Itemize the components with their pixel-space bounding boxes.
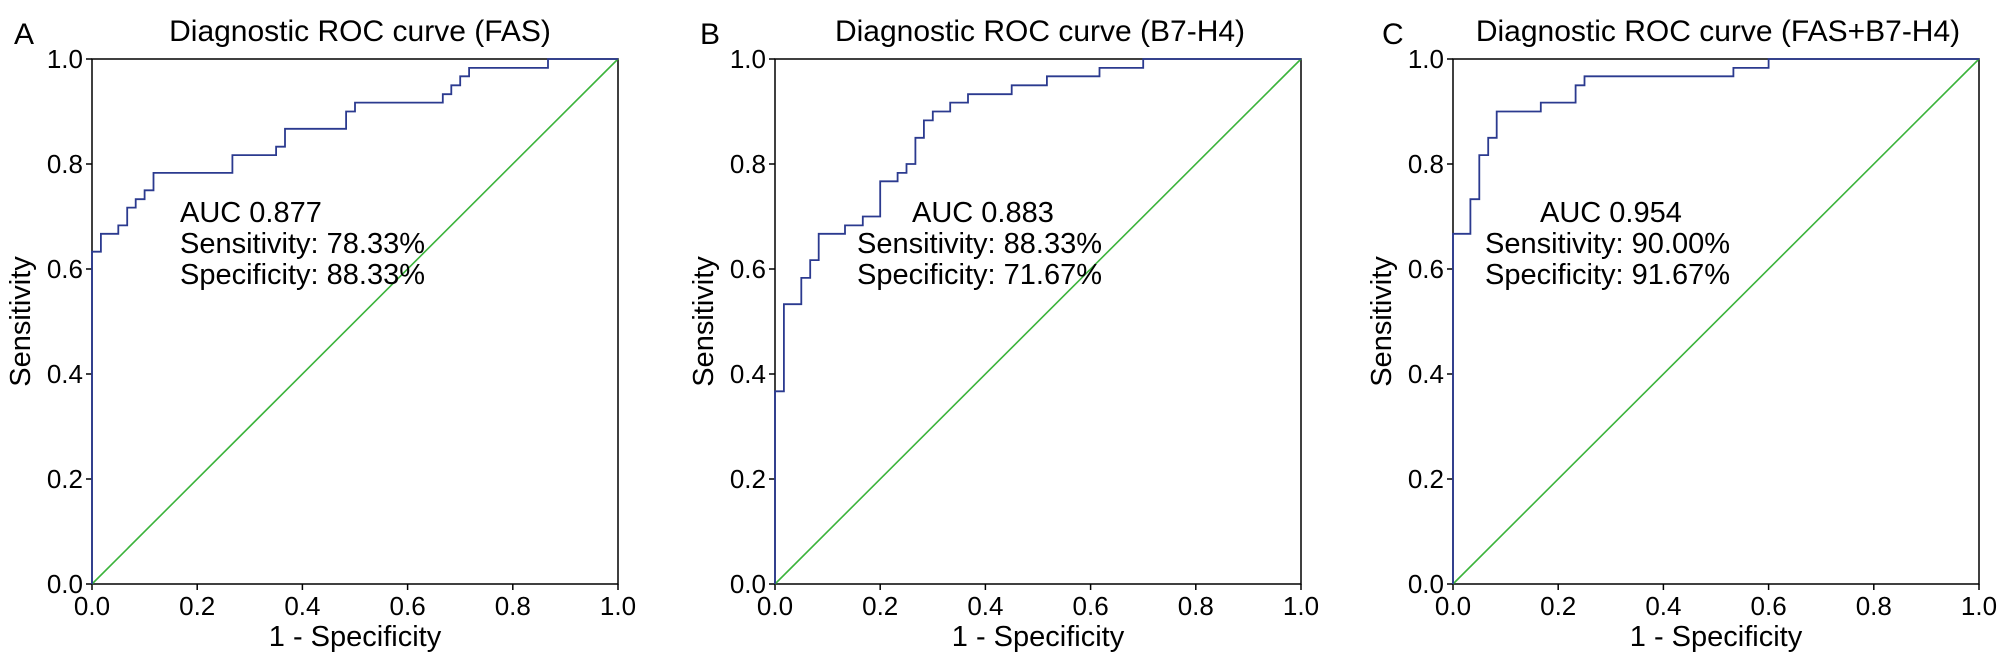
x-tick-label: 0.2 [179,591,215,621]
reference-diagonal-line [1452,58,1980,585]
chart-title: Diagnostic ROC curve (B7-H4) [835,15,1245,48]
roc-curve-line [91,58,618,584]
panel-letter: A [14,18,34,51]
y-tick-label: 0.0 [730,569,766,599]
y-tick-label: 0.8 [730,149,766,179]
x-tick-label: 0.6 [390,591,426,621]
y-tick-label: 1.0 [1408,44,1444,74]
x-tick-label: 0.4 [284,591,320,621]
x-tick-label: 0.4 [967,591,1003,621]
chart-title: Diagnostic ROC curve (FAS) [169,15,551,48]
x-tick-label: 0.6 [1073,591,1109,621]
x-tick-label: 1.0 [600,591,636,621]
y-tick-label: 0.4 [47,359,83,389]
sensitivity-annotation: Sensitivity: 90.00% [1485,228,1730,260]
x-tick-label: 0.2 [862,591,898,621]
plot-frame [774,58,1302,585]
x-axis-label: 1 - Specificity [1630,621,1803,653]
x-tick-label: 1.0 [1961,591,1997,621]
x-tick-label: 0.0 [757,591,793,621]
y-tick-label: 0.8 [1408,149,1444,179]
y-tick-label: 0.6 [47,254,83,284]
x-axis-label: 1 - Specificity [952,621,1125,653]
y-axis-label: Sensitivity [5,256,37,387]
x-tick-label: 0.8 [1178,591,1214,621]
y-tick-label: 0.0 [1408,569,1444,599]
y-tick-label: 0.6 [1408,254,1444,284]
x-tick-label: 0.6 [1751,591,1787,621]
x-tick-label: 0.8 [1856,591,1892,621]
y-axis-label: Sensitivity [1366,256,1398,387]
y-tick-label: 1.0 [730,44,766,74]
y-tick-label: 0.2 [1408,464,1444,494]
x-tick-label: 0.4 [1645,591,1681,621]
y-tick-label: 0.4 [730,359,766,389]
auc-annotation: AUC 0.877 [180,197,322,229]
roc-curve-line [774,58,1301,584]
panel-c: C Diagnostic ROC curve (FAS+B7-H4) 0.0 0.2 0… [1366,15,1997,653]
reference-diagonal-line [91,58,619,585]
auc-annotation: AUC 0.883 [912,197,1054,229]
x-tick-label: 1.0 [1283,591,1319,621]
specificity-annotation: Specificity: 88.33% [180,259,425,291]
y-tick-label: 0.2 [730,464,766,494]
y-tick-label: 0.2 [47,464,83,494]
reference-diagonal-line [774,58,1302,585]
specificity-annotation: Specificity: 91.67% [1485,259,1730,291]
y-axis-label: Sensitivity [688,256,720,387]
y-tick-label: 1.0 [47,44,83,74]
sensitivity-annotation: Sensitivity: 78.33% [180,228,425,260]
roc-curve-line [1452,58,1979,584]
y-tick-label: 0.4 [1408,359,1444,389]
y-tick-label: 0.6 [730,254,766,284]
auc-annotation: AUC 0.954 [1540,197,1682,229]
panel-letter: B [700,18,720,51]
sensitivity-annotation: Sensitivity: 88.33% [857,228,1102,260]
panel-b: B Diagnostic ROC curve (B7-H4) 0.0 0.2 0.4 0.… [688,15,1319,653]
x-tick-label: 0.8 [495,591,531,621]
specificity-annotation: Specificity: 71.67% [857,259,1102,291]
x-axis-label: 1 - Specificity [269,621,442,653]
y-tick-label: 0.8 [47,149,83,179]
panel-letter: C [1382,18,1404,51]
x-tick-label: 0.2 [1540,591,1576,621]
x-tick-label: 0.0 [74,591,110,621]
chart-title: Diagnostic ROC curve (FAS+B7-H4) [1476,15,1960,48]
y-tick-label: 0.0 [47,569,83,599]
panel-a: A Diagnostic ROC curve (FAS) 0.0 0.2 0.4 0.6 0… [5,15,636,653]
x-tick-label: 0.0 [1435,591,1471,621]
